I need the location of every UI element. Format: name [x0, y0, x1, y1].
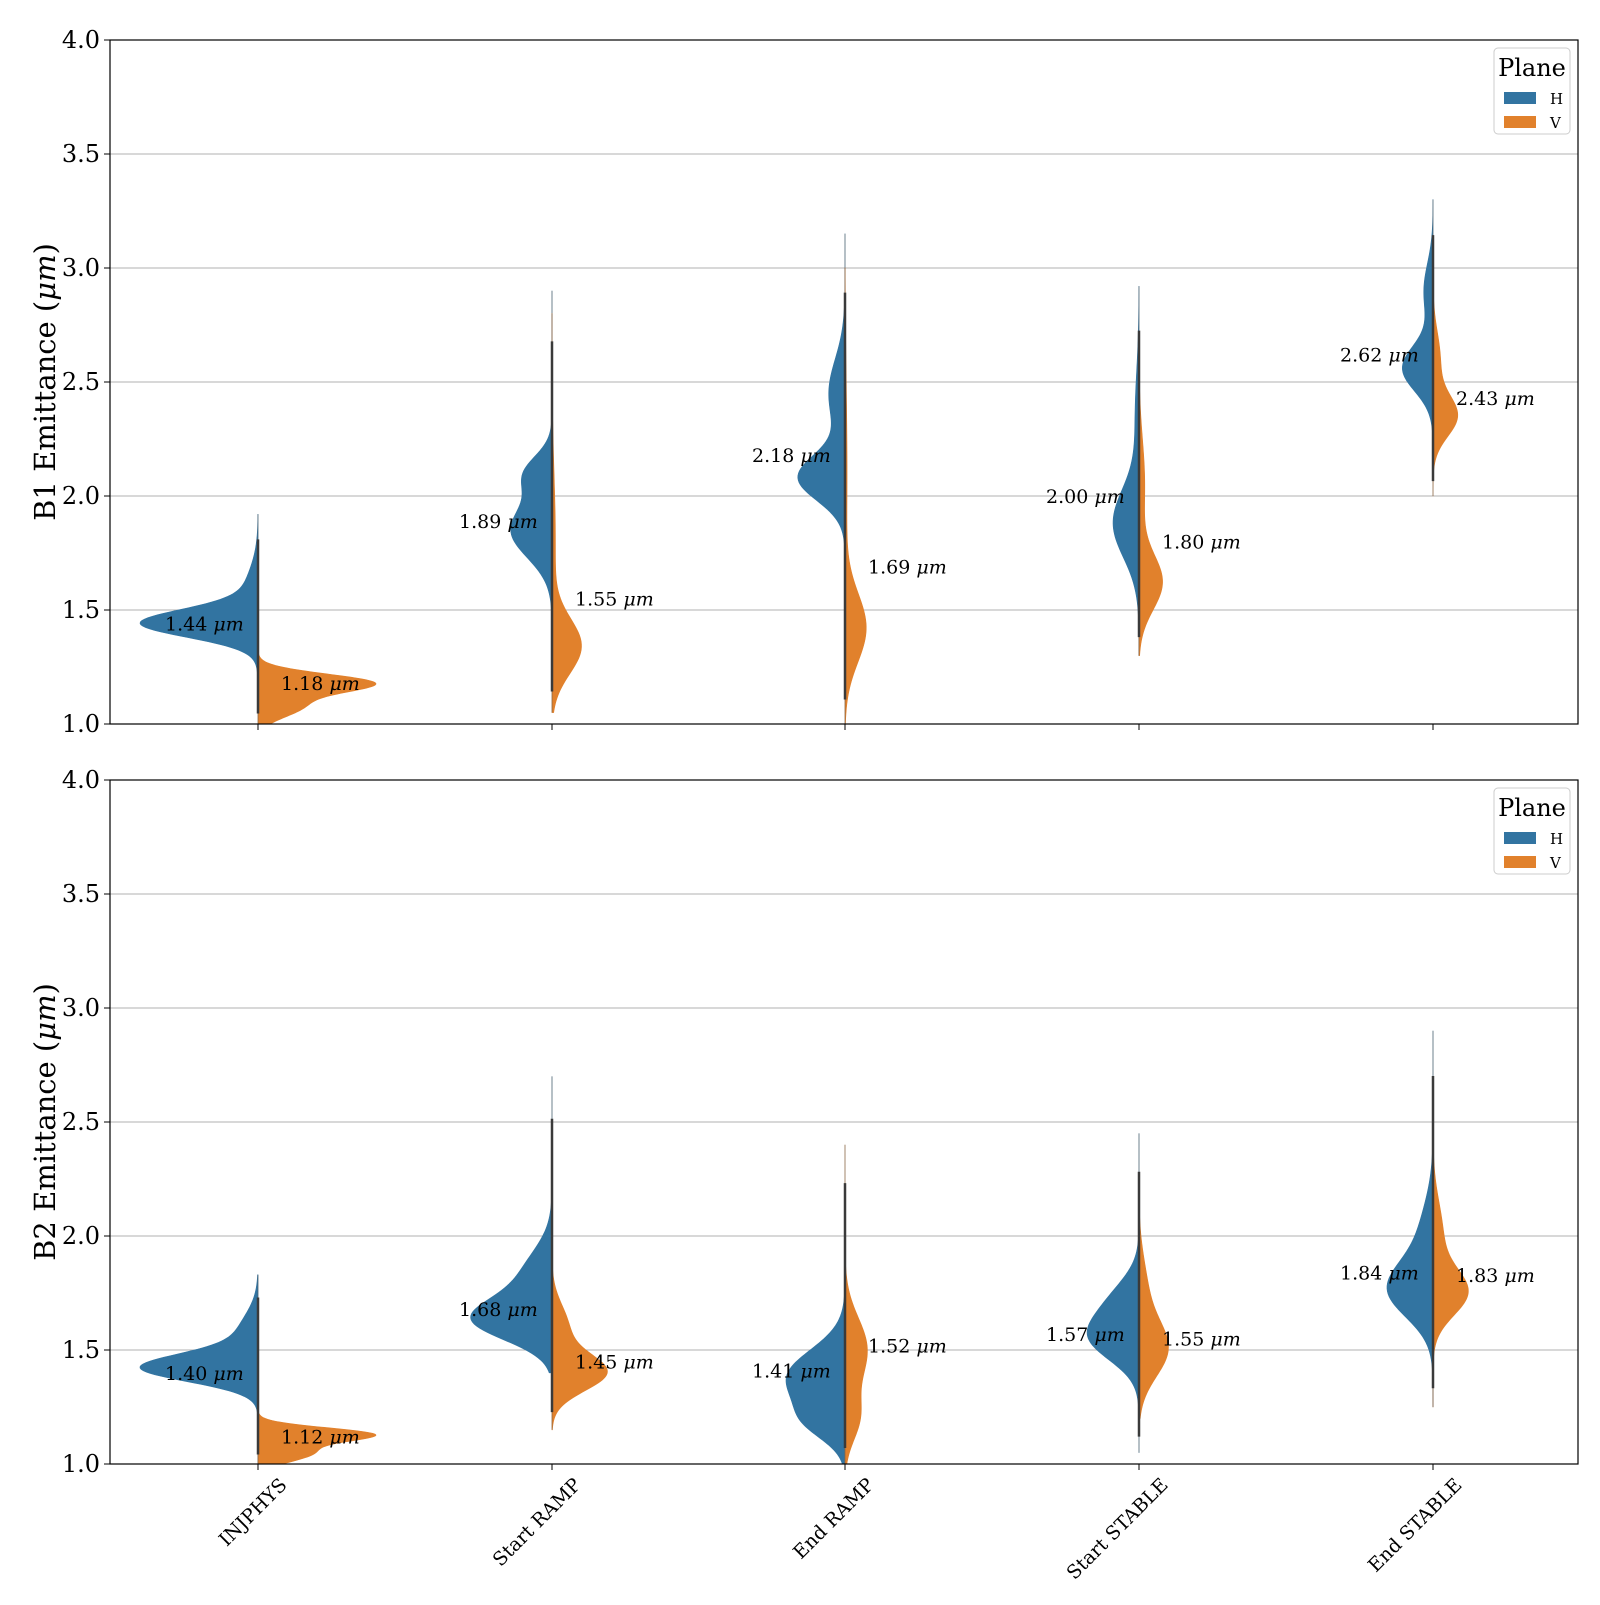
median-label-H: 1.40 μm [165, 1363, 244, 1385]
legend-swatch-V [1504, 116, 1536, 128]
legend-label-V: V [1549, 114, 1562, 132]
y-axis-label: B2 Emittance (μm) [28, 983, 62, 1261]
legend: Plane HV [1494, 788, 1570, 874]
violin-H-2 [511, 291, 552, 610]
y-tick-label: 3.5 [62, 140, 100, 168]
violin-V-3 [845, 1145, 867, 1464]
x-tick-label: Start STABLE [1063, 1474, 1173, 1584]
legend-title: Plane [1498, 54, 1566, 82]
figure: 1.0 1.5 2.0 2.5 3.0 3.5 4.0 B1 Emittance (μm) 1.… [0, 0, 1600, 1600]
median-label-H: 1.41 μm [752, 1361, 831, 1383]
violin-H-3 [786, 1190, 845, 1464]
legend-label-V: V [1549, 854, 1562, 872]
median-label-H: 1.68 μm [459, 1299, 538, 1321]
median-label-H: 2.18 μm [752, 445, 831, 467]
x-tick-label: Start RAMP [489, 1474, 586, 1571]
violin-H-2 [471, 1076, 552, 1372]
y-tick-label: 1.0 [62, 1450, 100, 1478]
median-label-H: 2.62 μm [1340, 345, 1419, 367]
violin-H-5 [1387, 1031, 1433, 1407]
legend: Plane HV [1494, 48, 1570, 134]
y-tick-label: 2.0 [62, 482, 100, 510]
median-label-V: 1.12 μm [281, 1427, 360, 1449]
violin-H-4 [1113, 286, 1139, 655]
y-axis-label: B1 Emittance (μm) [28, 243, 62, 521]
chart-figure: 1.0 1.5 2.0 2.5 3.0 3.5 4.0 B1 Emittance (μm) 1.… [0, 0, 1600, 1600]
y-tick-label: 1.5 [62, 1336, 100, 1364]
violin-V-2 [552, 1236, 607, 1430]
y-tick-label: 2.5 [62, 1108, 100, 1136]
legend-swatch-V [1504, 856, 1536, 868]
y-tick-label: 1.0 [62, 710, 100, 738]
y-tick-label: 3.0 [62, 254, 100, 282]
violin-V-4 [1139, 371, 1163, 656]
y-tick-label: 3.0 [62, 994, 100, 1022]
median-label-H: 1.57 μm [1046, 1324, 1125, 1346]
median-label-V: 1.55 μm [1162, 1329, 1241, 1351]
legend-swatch-H [1504, 832, 1536, 844]
chart-panel-2: 1.0 1.5 2.0 2.5 3.0 3.5 4.0 B2 Emittance (μm) 1.… [28, 766, 1578, 1584]
median-label-V: 1.55 μm [575, 589, 654, 611]
y-tick-label: 1.5 [62, 596, 100, 624]
legend-label-H: H [1550, 830, 1563, 848]
x-tick-label: End RAMP [789, 1474, 879, 1564]
median-label-V: 2.43 μm [1456, 388, 1535, 410]
y-tick-label: 2.5 [62, 368, 100, 396]
median-label-H: 1.89 μm [459, 511, 538, 533]
median-label-H: 2.00 μm [1046, 486, 1125, 508]
median-label-V: 1.18 μm [281, 673, 360, 695]
y-tick-label: 4.0 [62, 26, 100, 54]
median-label-V: 1.45 μm [575, 1351, 654, 1373]
legend-title: Plane [1498, 794, 1566, 822]
median-label-V: 1.52 μm [868, 1335, 947, 1357]
y-tick-label: 4.0 [62, 766, 100, 794]
violin-V-4 [1139, 1179, 1169, 1418]
violin-V-2 [552, 314, 582, 713]
x-tick-label: End STABLE [1364, 1474, 1467, 1577]
violin-H-3 [798, 234, 845, 553]
violin-H-4 [1087, 1133, 1139, 1452]
chart-panel-1: 1.0 1.5 2.0 2.5 3.0 3.5 4.0 B1 Emittance (μm) 1.… [28, 26, 1578, 738]
legend-label-H: H [1550, 90, 1563, 108]
median-label-V: 1.80 μm [1162, 532, 1241, 554]
y-tick-label: 2.0 [62, 1222, 100, 1250]
violin-H-5 [1402, 200, 1433, 451]
median-label-H: 1.84 μm [1340, 1262, 1419, 1284]
y-tick-label: 3.5 [62, 880, 100, 908]
x-tick-label: INJPHYS [215, 1474, 292, 1551]
legend-swatch-H [1504, 92, 1536, 104]
median-label-H: 1.44 μm [165, 614, 244, 636]
median-label-V: 1.69 μm [868, 557, 947, 579]
median-label-V: 1.83 μm [1456, 1265, 1535, 1287]
